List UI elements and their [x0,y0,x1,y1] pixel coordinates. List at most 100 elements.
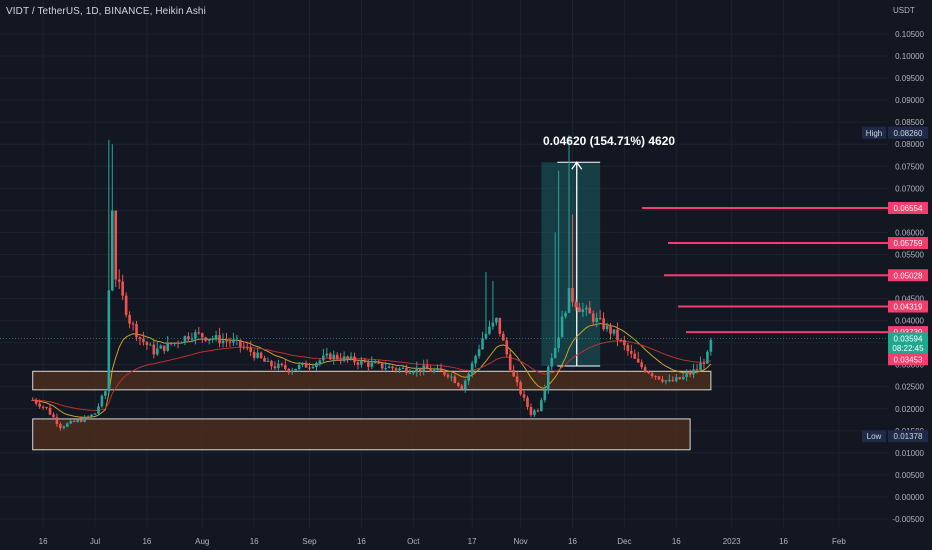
candle-body [90,414,93,418]
candle-body [159,345,163,349]
candle-body [339,359,342,361]
candle-body [380,362,384,369]
measure-tool [541,161,601,367]
candle-body [650,373,654,376]
y-tick-label: 0.10500 [895,30,924,39]
price-tag: 0.03594 [894,334,923,343]
candle-body [706,351,709,364]
candle-body [149,344,152,346]
candle-body [443,370,446,375]
candle-body [190,338,194,340]
candle-body [62,426,66,429]
candle-body [425,365,429,370]
candle-body [571,288,574,302]
candle-body [304,363,308,368]
candle-body [685,373,688,377]
y-tick-label: -0.00500 [892,515,924,524]
candle-body [688,373,692,375]
candle-body [578,307,581,312]
candle-body [488,326,491,334]
y-tick-label: 0.05500 [895,250,924,259]
price-tag-bg [888,269,928,282]
candle-body [681,376,685,380]
time-axis[interactable]: 16 Jul 16 Aug 16 Sep 16 Oct 17 Nov 16 Dec 16 2023 16 Fe… [0,527,888,550]
candle-body [204,337,208,341]
candle-body [280,363,284,366]
candle-body [239,339,242,347]
candle-body [287,368,291,373]
x-tick-label: 16 [672,537,681,546]
price-tag: 0.05028 [894,271,923,280]
candle-body [290,370,294,373]
candle-body [432,369,436,372]
price-tag-name: High [866,129,882,138]
candle-body [142,338,145,342]
candle-body [194,332,197,339]
candle-body [221,340,225,344]
candle-body [429,369,432,372]
candle-body [557,337,560,348]
price-tag: 0.01378 [894,432,923,441]
candle-body [180,342,183,344]
price-tag-bg [888,126,928,139]
x-tick-label: 2023 [723,537,741,546]
candle-body [522,394,526,398]
candle-body [418,367,422,372]
x-tick-label: 16 [357,537,366,546]
candle-body [79,419,83,422]
price-tag-bg [888,300,928,313]
candle-body [581,309,585,312]
candle-body [387,366,391,369]
candle-body [83,416,86,422]
candle-body [623,340,626,346]
candle-body [249,347,252,352]
x-tick-label: 16 [250,537,259,546]
candle-body [540,400,543,411]
candle-body [322,355,325,361]
candle-body [398,368,401,371]
y-tick-label: 0.09000 [895,96,924,105]
candle-body [45,407,48,409]
candle-body [315,362,318,367]
candle-body [301,363,304,366]
candle-body [273,366,277,369]
candle-body [626,345,630,351]
candle-body [256,352,259,358]
candle-body [370,362,374,367]
candle-body [48,407,52,415]
x-tick-label: 16 [39,537,48,546]
support-zone [32,370,712,391]
candle-body [467,373,470,381]
ema-short-line [32,322,712,418]
candle-body [332,354,336,360]
price-tag-name-bg [862,430,886,443]
candle-body [401,367,405,369]
candle-body [252,351,256,358]
candle-body [491,322,495,327]
candle-body [574,301,578,308]
candle-body [86,416,90,418]
candle-body [695,369,699,371]
candle-body [405,367,408,373]
candle-body [176,342,180,344]
candle-body [457,382,460,386]
candle-body [76,419,79,422]
candle-body [674,377,678,382]
chart-title: VIDT / TetherUS, 1D, BINANCE, Heikin Ash… [6,6,206,17]
candle-body [124,295,128,315]
candle-body [114,210,118,280]
candle-body [446,374,450,377]
candle-body [609,325,612,334]
candle-body [228,341,232,343]
candle-body [661,379,664,382]
candle-body [664,380,668,382]
y-tick-label: 0.08000 [895,140,924,149]
candle-body [481,338,484,350]
measure-label: 0.04620 (154.71%) 4620 [543,134,675,148]
candle-body [200,333,204,338]
candle-body [709,339,713,352]
price-tag: 08:22:45 [892,344,924,353]
y-tick-label: 0.04000 [895,317,924,326]
candle-body [69,420,73,424]
